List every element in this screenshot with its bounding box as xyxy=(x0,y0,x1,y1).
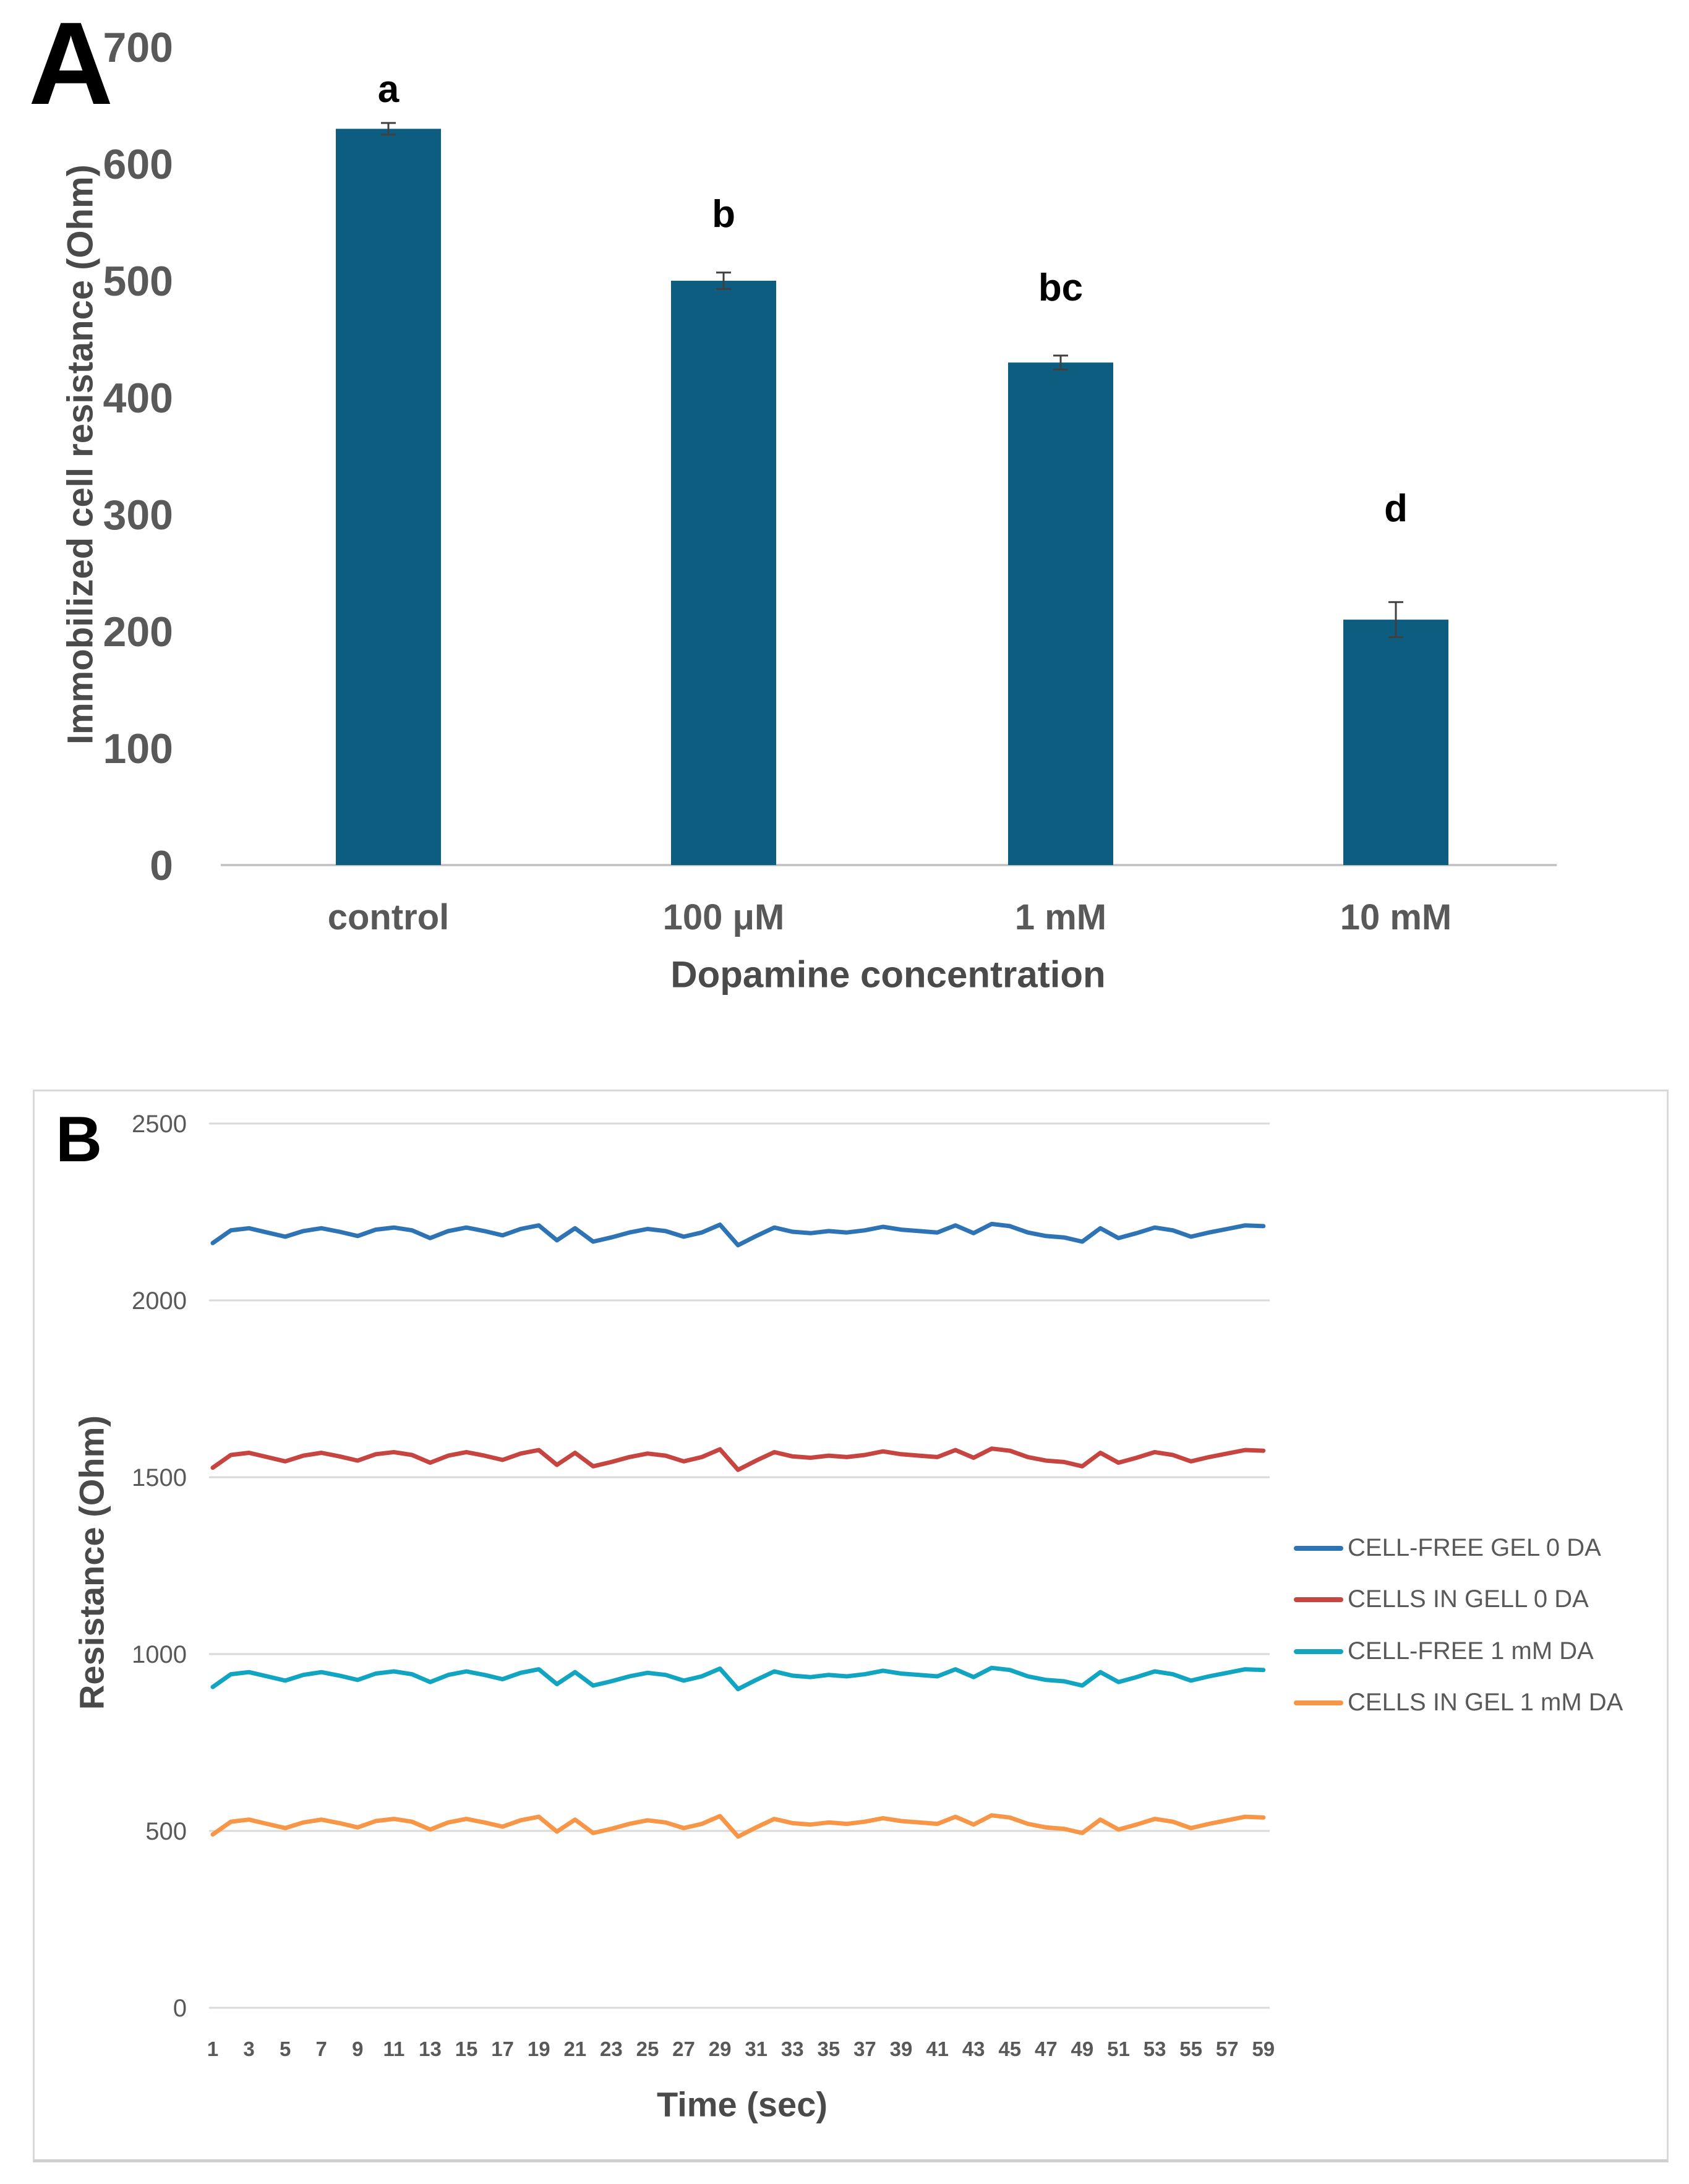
legend-line-swatch xyxy=(1294,1700,1343,1705)
y-tick-label: 400 xyxy=(103,375,173,422)
legend-item-label: CELL-FREE 1 mM DA xyxy=(1348,1637,1594,1665)
x-tick-label: 31 xyxy=(745,2037,768,2060)
x-tick-label: 45 xyxy=(998,2037,1021,2060)
y-tick-label: 2500 xyxy=(132,1111,187,1138)
x-tick-label: 19 xyxy=(528,2037,550,2060)
x-tick-label: 1 xyxy=(207,2037,218,2060)
legend-item-label: CELLS IN GELL 0 DA xyxy=(1348,1585,1589,1613)
x-tick-label: 23 xyxy=(600,2037,623,2060)
legend-line-swatch xyxy=(1294,1597,1343,1602)
x-tick-label: 39 xyxy=(890,2037,913,2060)
y-tick-label: 500 xyxy=(103,258,173,305)
bar xyxy=(336,129,441,865)
x-tick-label: 43 xyxy=(962,2037,985,2060)
y-tick-label: 100 xyxy=(103,725,173,772)
x-tick-label: 35 xyxy=(818,2037,840,2060)
panel-b-label: B xyxy=(56,1104,103,1175)
y-tick-label: 0 xyxy=(150,842,173,889)
x-tick-label: 25 xyxy=(636,2037,659,2060)
significance-letter: d xyxy=(1384,487,1408,530)
series-line-0 xyxy=(210,1221,1266,1248)
legend-item-label: CELLS IN GEL 1 mM DA xyxy=(1348,1689,1623,1716)
bar xyxy=(671,281,776,865)
x-tick-label: 15 xyxy=(455,2037,478,2060)
y-tick-label: 600 xyxy=(103,141,173,188)
line-chart-y-axis-title: Resistance (Ohm) xyxy=(72,1415,111,1710)
x-tick-label: 27 xyxy=(672,2037,695,2060)
bar xyxy=(1008,362,1113,865)
x-tick-label: 3 xyxy=(243,2037,254,2060)
line-chart-x-axis-title: Time (sec) xyxy=(657,2084,827,2124)
x-tick-label: 49 xyxy=(1071,2037,1094,2060)
y-tick-label: 2000 xyxy=(132,1287,187,1315)
x-category-label: 1 mM xyxy=(1015,897,1106,937)
legend-item-label: CELL-FREE GEL 0 DA xyxy=(1348,1534,1601,1561)
x-category-label: 100 μM xyxy=(663,897,785,937)
y-tick-label: 0 xyxy=(173,1995,187,2022)
legend-item: CELLS IN GELL 0 DA xyxy=(1294,1585,1589,1613)
panel-b-box: B 2500 2000 1500 1000 500 0 1 3 5 7 9 11 13 15 17 19 21 2… xyxy=(33,1090,1669,2162)
bar-chart-x-axis-title: Dopamine concentration xyxy=(670,953,1106,996)
legend-item: CELL-FREE 1 mM DA xyxy=(1294,1637,1594,1665)
y-tick-label: 700 xyxy=(103,24,173,71)
x-tick-label: 53 xyxy=(1144,2037,1166,2060)
x-category-label: 10 mM xyxy=(1340,897,1452,937)
legend-item: CELL-FREE GEL 0 DA xyxy=(1294,1534,1601,1562)
x-tick-label: 13 xyxy=(419,2037,442,2060)
x-tick-label: 11 xyxy=(383,2037,404,2060)
bar xyxy=(1343,620,1448,865)
y-tick-label: 1000 xyxy=(132,1641,187,1668)
x-tick-label: 37 xyxy=(853,2037,876,2060)
x-tick-label: 29 xyxy=(709,2037,732,2060)
x-tick-label: 9 xyxy=(352,2037,363,2060)
y-tick-label: 300 xyxy=(103,492,173,539)
x-tick-label: 21 xyxy=(563,2037,586,2060)
legend-line-swatch xyxy=(1294,1545,1343,1551)
significance-letter: bc xyxy=(1038,267,1083,309)
bar-chart-y-axis-title: Immobilized cell resistance (Ohm) xyxy=(60,164,101,744)
bar-chart-svg: 0 100 200 300 400 500 600 700 a b bc d control 100 μM… xyxy=(103,24,1557,937)
series-line-2 xyxy=(210,1665,1266,1692)
x-tick-label: 7 xyxy=(316,2037,327,2060)
x-tick-label: 47 xyxy=(1035,2037,1058,2060)
y-tick-label: 1500 xyxy=(132,1464,187,1491)
series-line-3 xyxy=(210,1813,1266,1839)
significance-letter: b xyxy=(712,193,735,236)
y-tick-label: 500 xyxy=(145,1818,187,1845)
y-tick-label: 200 xyxy=(103,608,173,655)
legend-item: CELLS IN GEL 1 mM DA xyxy=(1294,1689,1623,1717)
significance-letter: a xyxy=(378,68,400,111)
x-category-label: control xyxy=(328,897,450,937)
x-tick-label: 59 xyxy=(1252,2037,1275,2060)
x-tick-label: 5 xyxy=(280,2037,291,2060)
legend-line-swatch xyxy=(1294,1649,1343,1654)
x-tick-label: 51 xyxy=(1107,2037,1130,2060)
panel-a-label: A xyxy=(28,0,114,129)
x-tick-label: 33 xyxy=(781,2037,804,2060)
x-tick-label: 41 xyxy=(926,2037,949,2060)
x-tick-label: 17 xyxy=(491,2037,514,2060)
x-tick-label: 55 xyxy=(1179,2037,1202,2060)
series-line-1 xyxy=(210,1446,1266,1472)
x-tick-label: 57 xyxy=(1216,2037,1239,2060)
